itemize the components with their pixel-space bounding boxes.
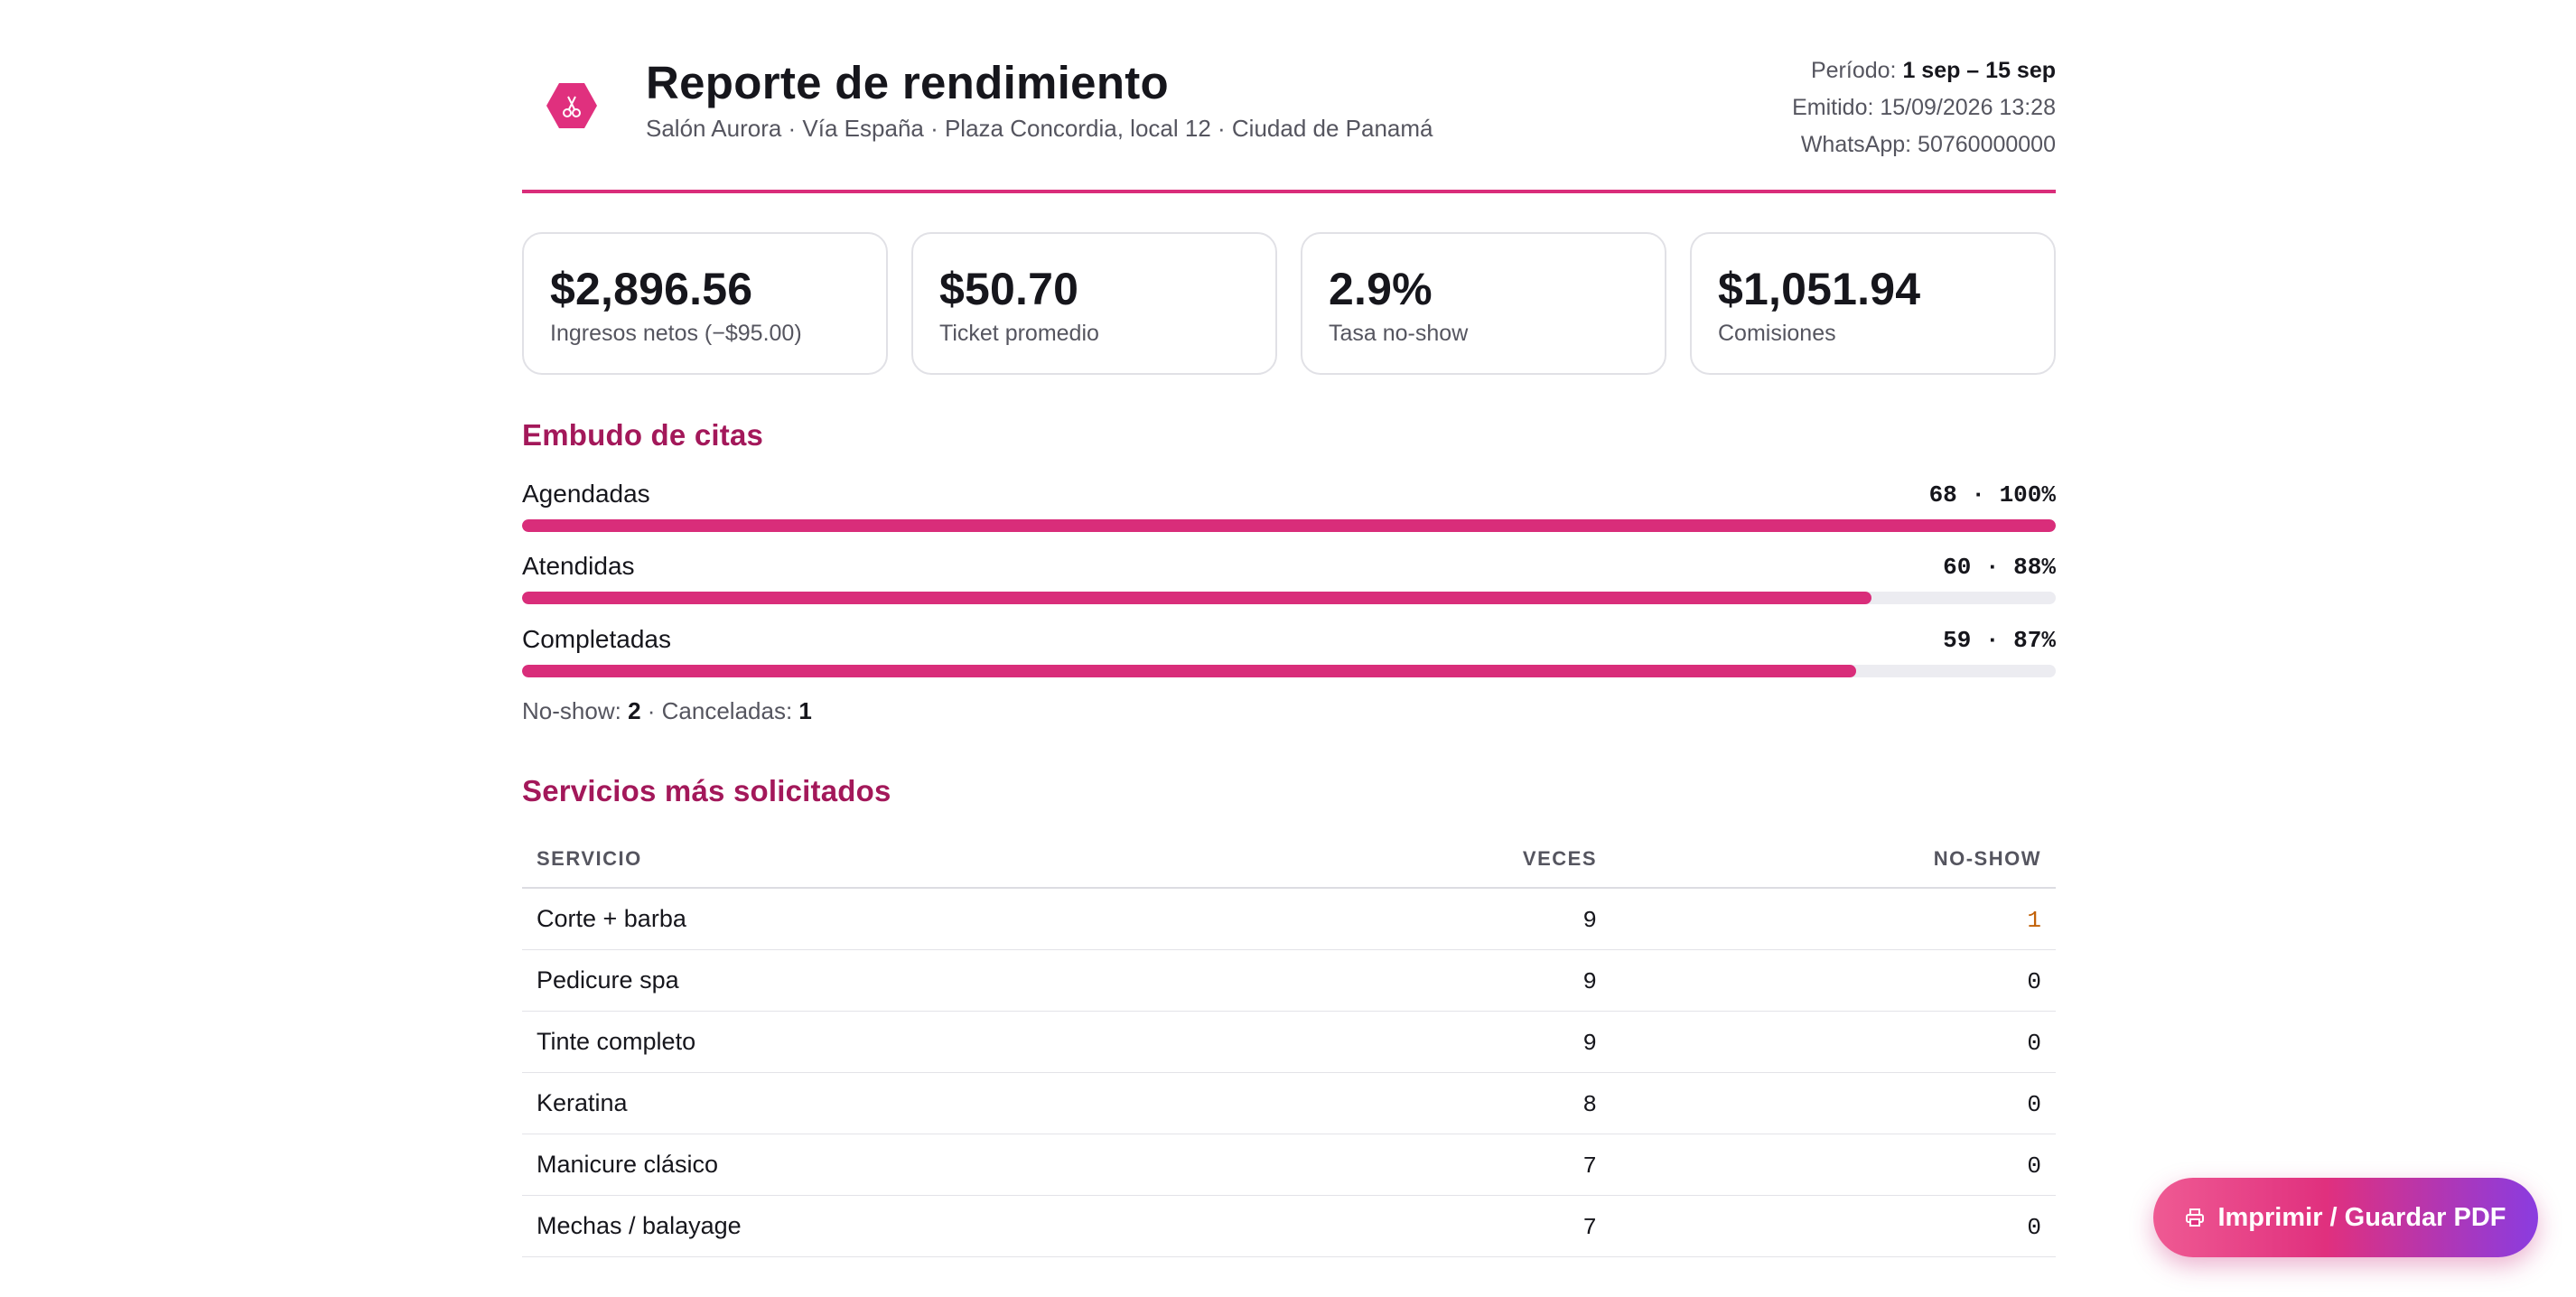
service-count: 9 [1582, 1030, 1597, 1057]
funnel-bar-fill [522, 592, 1872, 604]
page-title: Reporte de rendimiento [646, 57, 1170, 108]
service-noshow: 0 [2027, 968, 2041, 995]
print-button-label: Imprimir / Guardar PDF [2217, 1202, 2506, 1232]
funnel-row-value: 59 · 87% [1943, 627, 2056, 654]
service-noshow: 1 [2027, 907, 2041, 934]
funnel-bar-fill [522, 519, 2056, 532]
kpi-card-noshow-rate: 2.9% Tasa no-show [1301, 232, 1666, 375]
kpi-value: $1,051.94 [1718, 264, 1921, 314]
service-name: Mechas / balayage [537, 1212, 742, 1239]
service-noshow: 0 [2027, 1030, 2041, 1057]
funnel-bar-fill [522, 665, 1857, 677]
service-count: 9 [1582, 968, 1597, 995]
noshow-label: No-show: [522, 697, 621, 724]
funnel-row-label: Agendadas [522, 480, 650, 508]
period-label: Período: [1810, 58, 1897, 83]
kpi-value: $2,896.56 [550, 264, 753, 314]
service-count: 7 [1582, 1214, 1597, 1241]
funnel-row-scheduled: Agendadas 68 · 100% [522, 480, 2056, 543]
funnel-row-label: Atendidas [522, 552, 635, 580]
kpi-value: $50.70 [939, 264, 1079, 314]
cancel-count: 1 [798, 697, 812, 724]
column-header-service: SERVICIO [537, 847, 642, 870]
kpi-label: Comisiones [1718, 321, 1836, 346]
kpi-card-commissions: $1,051.94 Comisiones [1690, 232, 2056, 375]
funnel-section-title: Embudo de citas [522, 418, 764, 452]
funnel-bar-track [522, 592, 2056, 604]
kpi-card-net-income: $2,896.56 Ingresos netos (−$95.00) [522, 232, 888, 375]
column-header-count: VECES [1522, 847, 1597, 870]
kpi-label: Tasa no-show [1329, 321, 1469, 346]
service-count: 9 [1582, 907, 1597, 934]
issued-date: Emitido: 15/09/2026 13:28 [1792, 95, 2056, 120]
service-count: 7 [1582, 1152, 1597, 1180]
kpi-cards: $2,896.56 Ingresos netos (−$95.00) $50.7… [522, 232, 2056, 375]
report-header: Reporte de rendimiento Salón Aurora · Ví… [522, 0, 2056, 193]
table-row: Tinte completo 9 0 [522, 1012, 2056, 1073]
service-name: Manicure clásico [537, 1151, 719, 1178]
kpi-card-avg-ticket: $50.70 Ticket promedio [911, 232, 1277, 375]
funnel-row-label: Completadas [522, 625, 671, 653]
service-count: 8 [1582, 1091, 1597, 1118]
kpi-label: Ticket promedio [939, 321, 1099, 346]
printer-icon [2185, 1208, 2205, 1227]
report: Reporte de rendimiento Salón Aurora · Ví… [522, 0, 2056, 1257]
noshow-count: 2 [628, 697, 641, 724]
funnel-row-value: 68 · 100% [1928, 481, 2056, 509]
kpi-label: Ingresos netos (−$95.00) [550, 321, 802, 346]
funnel-bar-track [522, 519, 2056, 532]
whatsapp-number: WhatsApp: 50760000000 [1800, 132, 2056, 157]
report-meta: Período: 1 sep – 15 sep Emitido: 15/09/2… [1792, 52, 2056, 163]
column-header-noshow: NO-SHOW [1933, 847, 2041, 870]
table-row: Mechas / balayage 7 0 [522, 1196, 2056, 1257]
services-section-title: Servicios más solicitados [522, 774, 891, 807]
service-noshow: 0 [2027, 1152, 2041, 1180]
service-noshow: 0 [2027, 1091, 2041, 1118]
service-name: Keratina [537, 1089, 628, 1116]
table-row: Manicure clásico 7 0 [522, 1134, 2056, 1196]
table-row: Pedicure spa 9 0 [522, 950, 2056, 1012]
table-header: SERVICIO VECES NO-SHOW [522, 829, 2056, 889]
cancel-label: · Canceladas: [647, 697, 793, 724]
print-pdf-button[interactable]: Imprimir / Guardar PDF [2153, 1178, 2538, 1257]
period-line: Período: 1 sep – 15 sep [1792, 52, 2056, 89]
period-value: 1 sep – 15 sep [1902, 58, 2056, 83]
service-name: Corte + barba [537, 905, 686, 932]
scissors-hexagon-icon [546, 81, 598, 130]
funnel-row-attended: Atendidas 60 · 88% [522, 552, 2056, 615]
service-name: Tinte completo [537, 1028, 696, 1055]
salon-address: Salón Aurora · Vía España · Plaza Concor… [646, 115, 1433, 142]
funnel-row-completed: Completadas 59 · 87% [522, 625, 2056, 688]
funnel-bar-track [522, 665, 2056, 677]
services-table: SERVICIO VECES NO-SHOW Corte + barba 9 1… [522, 829, 2056, 1257]
funnel-row-value: 60 · 88% [1943, 554, 2056, 581]
service-noshow: 0 [2027, 1214, 2041, 1241]
kpi-value: 2.9% [1329, 264, 1433, 314]
service-name: Pedicure spa [537, 966, 679, 994]
table-row: Keratina 8 0 [522, 1073, 2056, 1134]
funnel-note: No-show: 2 · Canceladas: 1 [522, 697, 812, 725]
table-row: Corte + barba 9 1 [522, 889, 2056, 950]
